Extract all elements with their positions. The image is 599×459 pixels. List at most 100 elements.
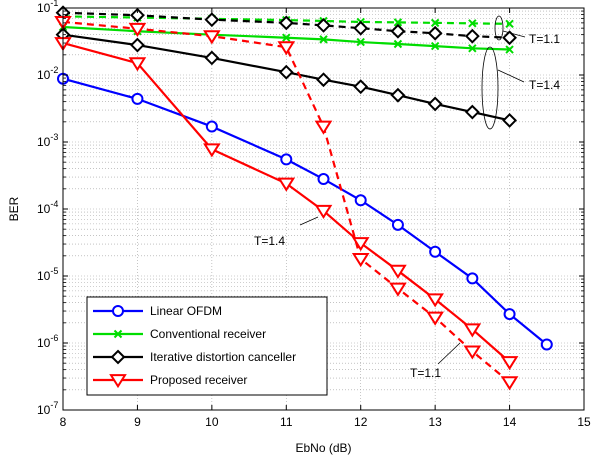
- x-tick-label: 10: [205, 415, 219, 429]
- data-point-x: [468, 19, 477, 28]
- data-point-x: [468, 44, 477, 53]
- data-point-diamond: [502, 112, 517, 128]
- legend-label: Proposed receiver: [150, 373, 247, 387]
- data-point-diamond: [204, 12, 220, 28]
- data-point-triangle-down: [351, 252, 370, 268]
- data-point-triangle-down: [463, 345, 482, 360]
- x-tick-label: 13: [428, 415, 442, 429]
- legend-item: Conventional receiver: [93, 327, 266, 341]
- y-axis-label: BER: [7, 196, 21, 221]
- data-point-triangle-down: [277, 177, 296, 192]
- data-point-diamond: [130, 7, 145, 23]
- data-point-diamond: [110, 349, 126, 365]
- legend-item: Iterative distortion canceller: [93, 349, 296, 365]
- annotation-t11-bottom: T=1.1: [410, 342, 461, 380]
- data-point-circle: [280, 153, 293, 166]
- data-point-triangle-down: [203, 30, 221, 45]
- data-point-triangle-down: [463, 323, 482, 338]
- data-point-x: [113, 329, 123, 339]
- series-line: [62, 41, 511, 363]
- y-tick-label: 10-2: [37, 65, 58, 82]
- y-tick-label: 10-3: [37, 132, 58, 149]
- legend-label: Iterative distortion canceller: [150, 350, 296, 364]
- data-point-diamond: [278, 64, 294, 80]
- annotation-label: T=1.1: [529, 32, 560, 46]
- series-dashed-variant: [54, 16, 519, 391]
- annotation-label: T=1.4: [254, 234, 285, 248]
- legend-label: Conventional receiver: [150, 327, 266, 341]
- data-point-diamond: [316, 72, 331, 88]
- x-tick-label: 8: [60, 415, 67, 429]
- annotation-ellipse: [481, 46, 499, 130]
- data-point-circle: [131, 92, 144, 105]
- data-point-diamond: [390, 23, 406, 39]
- annotation-t14-mid: T=1.4: [254, 216, 319, 248]
- data-point-circle: [466, 272, 479, 285]
- data-point-x: [319, 35, 328, 44]
- data-point-circle: [205, 120, 218, 133]
- series-line: [62, 33, 510, 122]
- data-point-triangle-down: [389, 282, 407, 297]
- data-point-triangle-down: [389, 264, 407, 279]
- legend-item: Linear OFDM: [93, 304, 222, 318]
- data-point-circle: [391, 218, 404, 231]
- data-point-triangle-down: [277, 41, 296, 56]
- legend-item: Proposed receiver: [93, 373, 247, 389]
- y-tick-label: 10-5: [37, 266, 58, 283]
- y-tick-label: 10-4: [37, 199, 58, 216]
- y-tick-label: 10-1: [37, 0, 58, 15]
- data-point-circle: [503, 308, 516, 321]
- data-point-circle: [317, 173, 330, 186]
- x-axis-label: EbNo (dB): [295, 441, 351, 455]
- legend-box: [86, 296, 328, 396]
- data-point-triangle-down: [128, 22, 147, 37]
- annotation-label: T=1.4: [529, 78, 560, 92]
- series-line: [62, 20, 511, 384]
- data-point-x: [430, 18, 440, 28]
- data-point-circle: [112, 305, 124, 317]
- annotation-label: T=1.1: [410, 366, 441, 380]
- data-point-triangle-down: [314, 120, 333, 135]
- axis-ticks: 8 9 10 11 12 13 14 15 10-1 10-2 10-3 10-4 10-5 10-6 10…: [37, 0, 591, 429]
- data-point-x: [393, 18, 403, 27]
- series-line: [62, 11, 510, 39]
- data-point-x: [430, 41, 440, 51]
- data-point-diamond: [427, 96, 443, 112]
- annotation-leader: [502, 30, 526, 38]
- y-tick-label: 10-6: [37, 333, 58, 350]
- data-point-triangle-down: [426, 311, 444, 326]
- x-tick-label: 9: [134, 415, 141, 429]
- data-point-diamond: [464, 28, 480, 44]
- data-point-diamond: [278, 15, 294, 31]
- data-point-triangle-down: [426, 293, 444, 308]
- data-point-diamond: [427, 25, 443, 41]
- data-point-diamond: [353, 79, 369, 95]
- data-point-x: [393, 39, 403, 49]
- data-point-triangle-down: [500, 356, 519, 371]
- data-point-x: [505, 45, 514, 54]
- data-point-diamond: [130, 37, 145, 53]
- annotation-leader: [299, 216, 319, 226]
- series-layer: [54, 5, 553, 391]
- series-linear-ofdm: [57, 72, 553, 351]
- x-tick-label: 12: [354, 415, 368, 429]
- x-tick-label: 15: [577, 415, 591, 429]
- data-point-diamond: [204, 50, 220, 66]
- annotation-t11-top: T=1.1: [494, 15, 560, 46]
- data-point-circle: [540, 338, 553, 351]
- data-point-triangle-down: [109, 374, 127, 389]
- legend: Linear OFDM Conventional receiver Iterativ…: [86, 296, 328, 396]
- data-point-circle: [354, 194, 367, 207]
- y-tick-label: 10-7: [37, 400, 58, 417]
- data-point-diamond: [464, 104, 480, 120]
- data-point-x: [282, 33, 291, 42]
- data-point-triangle-down: [128, 57, 147, 72]
- series-dashed-variant: [55, 5, 517, 46]
- data-point-triangle-down: [500, 376, 519, 391]
- data-point-triangle-down: [314, 204, 333, 219]
- data-point-diamond: [316, 17, 331, 33]
- data-point-x: [356, 37, 365, 47]
- data-point-circle: [429, 245, 442, 258]
- legend-label: Linear OFDM: [150, 304, 222, 318]
